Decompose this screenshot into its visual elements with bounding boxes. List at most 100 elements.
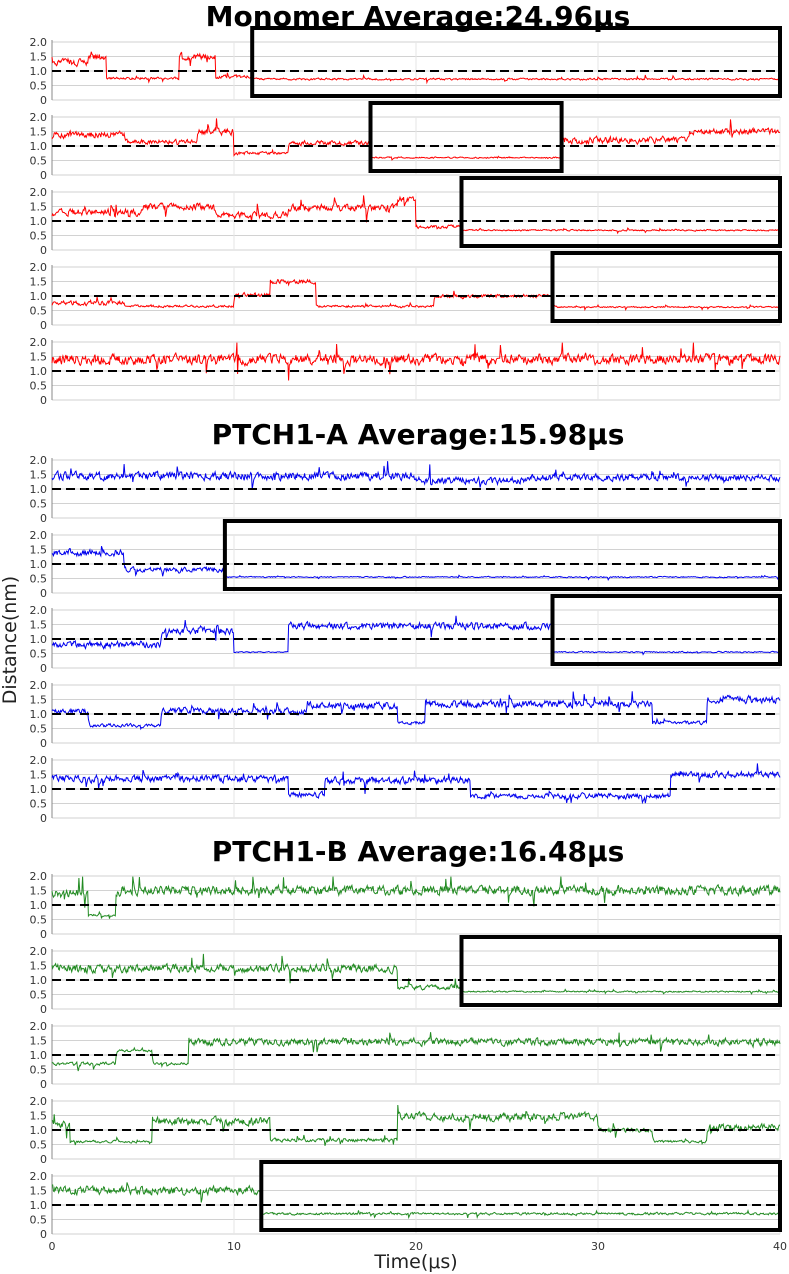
y-tick-label: 1.0 [30, 483, 48, 496]
y-tick-label: 0.5 [30, 230, 48, 243]
x-tick-label: 10 [227, 1240, 241, 1253]
y-tick-label: 0 [40, 587, 47, 600]
panel-2-0: 00.5 1.01.5 2.0 [30, 870, 781, 941]
y-axis-label: Distance(nm) [0, 576, 21, 704]
y-tick-label: 2.0 [30, 1095, 48, 1108]
panel-0-0: 00.5 1.01.5 2.0 [30, 26, 782, 107]
series-line [51, 278, 781, 312]
panel-0-3: 00.5 1.01.5 2.0 [30, 251, 782, 332]
y-tick-label: 1.5 [30, 51, 48, 64]
y-tick-label: 1.5 [30, 126, 48, 139]
y-tick-label: 0 [40, 94, 47, 107]
panel-2-2: 00.5 1.01.5 2.0 [30, 1020, 781, 1091]
y-tick-label: 2.0 [30, 679, 48, 692]
y-tick-label: 0 [40, 319, 47, 332]
y-tick-label: 1.5 [30, 1185, 48, 1198]
panel-2-1: 00.5 1.01.5 2.0 [30, 935, 782, 1016]
y-tick-label: 2.0 [30, 529, 48, 542]
y-tick-label: 0.5 [30, 380, 48, 393]
y-tick-label: 2.0 [30, 261, 48, 274]
y-tick-label: 2.0 [30, 1170, 48, 1183]
y-tick-label: 2.0 [30, 454, 48, 467]
series-line [51, 763, 781, 805]
panel-0-4: 00.5 1.01.5 2.0 [30, 336, 781, 407]
y-tick-label: 0.5 [30, 914, 48, 927]
panel-1-1: 00.5 1.01.5 2.0 [30, 519, 782, 600]
x-tick-label: 40 [773, 1240, 787, 1253]
y-tick-label: 0 [40, 1228, 47, 1241]
y-tick-label: 0 [40, 1078, 47, 1091]
y-tick-label: 0.5 [30, 498, 48, 511]
y-tick-label: 1.0 [30, 708, 48, 721]
panel-1-3: 00.5 1.01.5 2.0 [30, 679, 781, 750]
y-tick-label: 0.5 [30, 80, 48, 93]
y-tick-label: 1.0 [30, 899, 48, 912]
y-tick-label: 1.0 [30, 140, 48, 153]
y-tick-label: 1.5 [30, 276, 48, 289]
y-tick-label: 1.5 [30, 960, 48, 973]
y-tick-label: 1.5 [30, 1035, 48, 1048]
series-line [51, 1182, 781, 1220]
y-tick-label: 1.0 [30, 1124, 48, 1137]
y-tick-label: 2.0 [30, 754, 48, 767]
y-tick-label: 2.0 [30, 1020, 48, 1033]
y-tick-label: 0 [40, 244, 47, 257]
panel-0-1: 00.5 1.01.5 2.0 [30, 101, 781, 182]
highlight-box [550, 594, 782, 666]
series-line [51, 615, 781, 656]
x-tick-label: 20 [409, 1240, 423, 1253]
highlight-box [250, 26, 782, 98]
y-tick-label: 2.0 [30, 870, 48, 883]
y-tick-label: 1.5 [30, 201, 48, 214]
y-tick-label: 2.0 [30, 186, 48, 199]
y-tick-label: 2.0 [30, 945, 48, 958]
y-tick-label: 0.5 [30, 648, 48, 661]
panel-2-4: 00.5 1.01.5 2.0 [30, 1160, 782, 1241]
y-tick-label: 1.0 [30, 290, 48, 303]
panel-1-2: 00.5 1.01.5 2.0 [30, 594, 782, 675]
highlight-box [368, 101, 564, 173]
y-tick-label: 1.0 [30, 365, 48, 378]
y-tick-label: 0 [40, 394, 47, 407]
y-tick-label: 1.0 [30, 215, 48, 228]
highlight-box [459, 176, 782, 248]
y-tick-label: 0 [40, 812, 47, 825]
x-tick-labels: 0 10 20 30 40 [49, 1240, 788, 1253]
series-line [51, 51, 781, 85]
x-tick-label: 30 [591, 1240, 605, 1253]
y-tick-label: 2.0 [30, 36, 48, 49]
y-tick-label: 1.5 [30, 1110, 48, 1123]
panel-1-0: 00.5 1.01.5 2.0 [30, 454, 781, 525]
y-tick-label: 1.5 [30, 544, 48, 557]
y-tick-label: 0 [40, 737, 47, 750]
y-tick-label: 0.5 [30, 798, 48, 811]
y-tick-label: 0.5 [30, 155, 48, 168]
y-tick-label: 2.0 [30, 111, 48, 124]
series-line [51, 195, 781, 235]
highlight-box [259, 1160, 782, 1232]
panels: 00.51.01.52.000.51.01.52.000.51.01.52.00… [30, 26, 782, 1241]
y-tick-label: 0.5 [30, 1214, 48, 1227]
y-tick-label: 0 [40, 662, 47, 675]
y-tick-label: 1.5 [30, 694, 48, 707]
y-tick-label: 1.5 [30, 619, 48, 632]
y-tick-label: 0 [40, 1003, 47, 1016]
y-tick-label: 1.0 [30, 783, 48, 796]
y-tick-label: 1.0 [30, 633, 48, 646]
panel-1-4: 00.5 1.01.5 2.0 [30, 754, 781, 825]
highlight-box [222, 519, 782, 591]
y-tick-label: 1.5 [30, 769, 48, 782]
series-line [51, 342, 781, 381]
x-axis-label: Time(μs) [373, 1251, 457, 1273]
y-tick-label: 1.0 [30, 974, 48, 987]
y-tick-label: 0 [40, 512, 47, 525]
highlight-box [459, 935, 782, 1007]
y-tick-label: 0 [40, 169, 47, 182]
y-tick-label: 2.0 [30, 604, 48, 617]
series-line [51, 461, 781, 490]
y-tick-label: 1.5 [30, 885, 48, 898]
y-tick-label: 1.5 [30, 351, 48, 364]
group-title-ptch1-b: PTCH1-B Average:16.48μs [212, 835, 624, 868]
y-tick-label: 1.0 [30, 65, 48, 78]
